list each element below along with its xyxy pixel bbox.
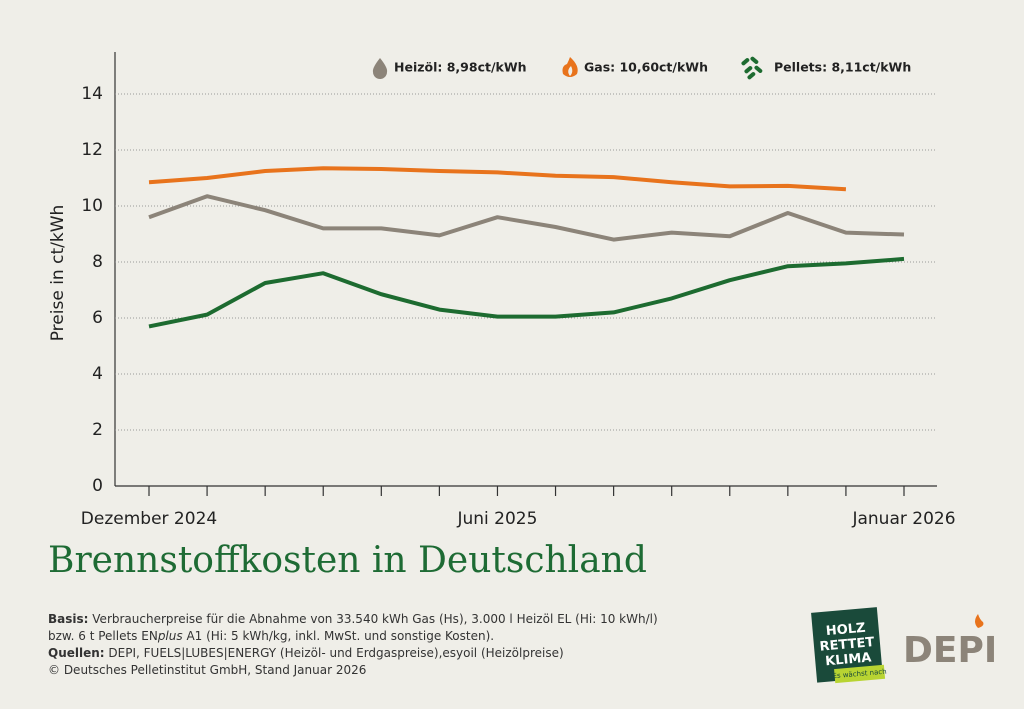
footer-text: plus <box>157 629 183 643</box>
y-tick-label: 4 <box>92 364 103 384</box>
series-line <box>148 194 905 242</box>
legend-label: Pellets: 8,11ct/kWh <box>774 60 911 75</box>
footer-text: A1 (Hi: 5 kWh/kg, inkl. MwSt. und sonsti… <box>182 629 495 643</box>
legend-icon <box>750 56 759 64</box>
badge-text: RETTET <box>819 635 875 655</box>
footer-label: Quellen: <box>48 646 105 660</box>
x-tick-label: Juni 2025 <box>456 509 537 529</box>
y-tick-label: 12 <box>81 140 103 160</box>
y-tick-label: 14 <box>81 84 103 104</box>
x-tick-label: Dezember 2024 <box>81 509 217 529</box>
y-axis-label: Preise in ct/kWh <box>48 205 68 342</box>
footer-text: DEPI, FUELS|LUBES|ENERGY (Heizöl- und Er… <box>108 646 564 660</box>
depi-logo: DEPI <box>903 630 997 671</box>
footer-label: Basis: <box>48 612 89 626</box>
legend-icon <box>747 72 756 80</box>
legend-label: Heizöl: 8,98ct/kWh <box>394 60 527 75</box>
legend-icon <box>744 66 753 74</box>
footer-line: © Deutsches Pelletinstitut GmbH, Stand J… <box>48 662 658 679</box>
y-tick-label: 10 <box>81 196 103 216</box>
badge-text: KLIMA <box>825 650 872 669</box>
badge-bg <box>811 607 883 683</box>
chart-title: Brennstoffkosten in Deutschland <box>48 540 647 581</box>
series-line <box>148 166 847 192</box>
footer-text: © Deutsches Pelletinstitut GmbH, Stand J… <box>48 663 367 677</box>
y-tick-label: 2 <box>92 420 103 440</box>
legend-icon <box>562 57 578 77</box>
badge-tag-bg <box>834 664 886 684</box>
y-tick-label: 0 <box>92 476 103 496</box>
footer-line: Basis: Verbraucherpreise für die Abnahme… <box>48 611 658 628</box>
y-tick-label: 6 <box>92 308 103 328</box>
legend-label: Gas: 10,60ct/kWh <box>584 60 708 75</box>
footer-line: Quellen: DEPI, FUELS|LUBES|ENERGY (Heizö… <box>48 645 658 662</box>
x-tick-label: Januar 2026 <box>851 509 955 529</box>
badge-logo: HOLZ RETTET KLIMA Es wächst nach <box>811 607 887 684</box>
footer-text: Verbraucherpreise für die Abnahme von 33… <box>92 612 658 626</box>
depi-flame <box>975 614 984 628</box>
y-tick-label: 8 <box>92 252 103 272</box>
footer-line: bzw. 6 t Pellets ENplus A1 (Hi: 5 kWh/kg… <box>48 628 658 645</box>
badge-text: HOLZ <box>825 621 866 639</box>
legend-icon <box>754 65 763 73</box>
footer: Basis: Verbraucherpreise für die Abnahme… <box>48 611 658 679</box>
series-line <box>148 256 905 329</box>
legend-icon <box>741 58 750 66</box>
legend-icon <box>372 58 388 79</box>
footer-text: bzw. 6 t Pellets EN <box>48 629 158 643</box>
